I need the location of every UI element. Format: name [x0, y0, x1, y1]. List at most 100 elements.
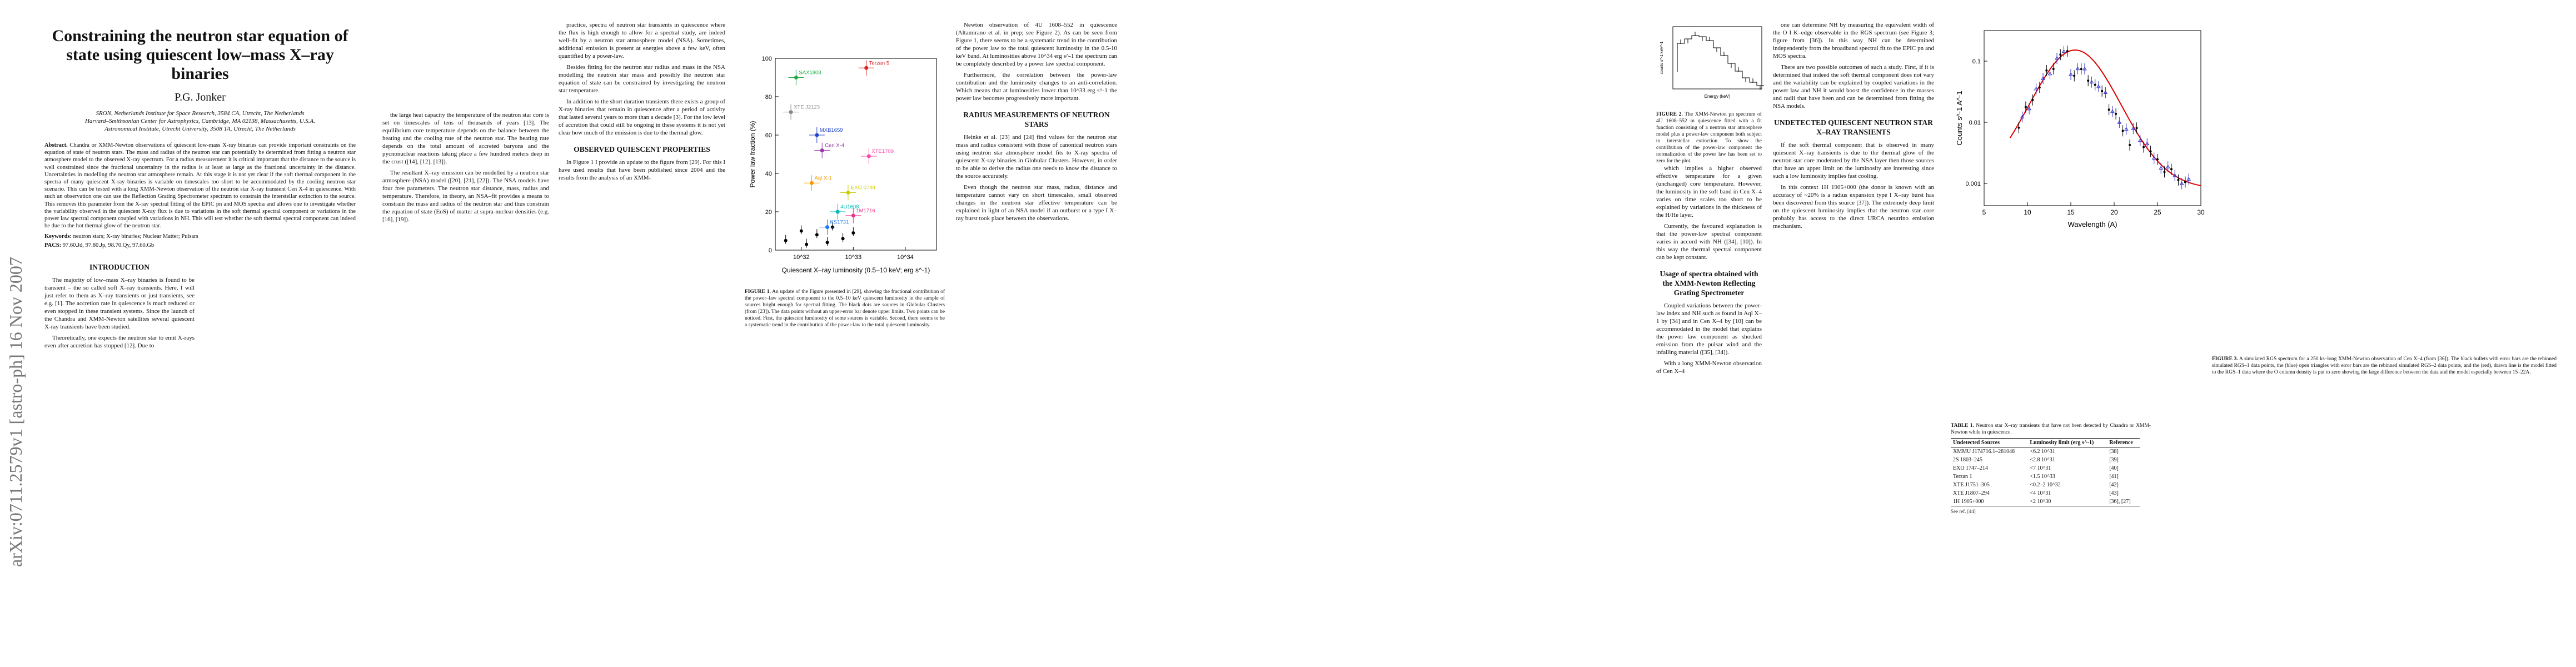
paragraph: Heinke et al. [23] and [24] find values … — [956, 134, 1117, 180]
rgs1-point — [2149, 150, 2152, 153]
table-cell: [39] — [2109, 457, 2119, 463]
rgs1-point — [2163, 171, 2166, 173]
table-1-caption: TABLE 1. Neutron star X–ray transients t… — [1951, 422, 2151, 436]
paragraph: The resultant X–ray emission can be mode… — [382, 170, 549, 223]
rgs2-point — [2179, 181, 2184, 185]
rgs1-point — [2184, 181, 2186, 183]
source-point — [809, 181, 814, 185]
rgs1-point — [2024, 106, 2027, 108]
source-label: Terzan 5 — [869, 60, 889, 66]
rgs2-point — [2186, 177, 2191, 181]
table-cell: 1H 1905+000 — [1953, 499, 1984, 505]
paper-page-5: 5 10 15 20 25 30 0.001 0.01 0.1 Wavelength (A) Cou… — [1945, 0, 2576, 667]
figure-1-caption-text: An update of the Figure presented in [29… — [745, 289, 945, 328]
author: P.G. Jonker — [175, 91, 226, 103]
gc-point — [784, 238, 788, 242]
rgs1-point — [2080, 68, 2082, 71]
arxiv-identifier: arXiv:0711.2579v1 [astro-ph] 16 Nov 2007 — [6, 257, 26, 567]
paragraph: In Figure 1 I provide an update to the f… — [559, 159, 725, 181]
table-header-cell: Reference — [2109, 440, 2133, 446]
column-right: Newton observation of 4U 1608–552 in qui… — [956, 21, 1117, 226]
x-axis-label: Energy (keV) — [1705, 94, 1731, 99]
section-heading-radius: RADIUS MEASUREMENTS OF NEUTRON STARS — [963, 111, 1110, 128]
rgs2-point — [2075, 66, 2080, 71]
table-cell: [42] — [2109, 482, 2119, 488]
source-point — [820, 148, 824, 153]
figure-1: 0 20 40 60 80 100 10^32 10^33 10^34 Quiescent X–r… — [745, 50, 945, 328]
affiliation-1: SRON, Netherlands Institute for Space Re… — [96, 110, 305, 117]
table-row: XMMU J174716.1–281048 <6.2 10^31 [38] — [1951, 447, 2140, 456]
rgs1-point — [2031, 98, 2034, 101]
source-label: SAX1808 — [799, 70, 821, 76]
y-axis-label: counts s^-1 keV^-1 — [1660, 41, 1664, 74]
keywords-text: neutron stars; X-ray binaries; Nuclear M… — [73, 233, 198, 240]
source-label: XTE J2123 — [794, 104, 820, 111]
table-cell: <7 10^31 — [2030, 465, 2051, 471]
column-left: the large heat capacity the temperature … — [382, 111, 549, 227]
abstract: Abstract. Chandra or XMM-Newton observat… — [44, 142, 356, 230]
figure-1-label: FIGURE 1. — [745, 289, 771, 295]
column-right: practice, spectra of neutron star transi… — [559, 21, 725, 185]
gc-point — [805, 242, 809, 246]
y-tick-label: 60 — [765, 132, 772, 139]
y-tick-label: 20 — [765, 209, 772, 216]
rgs1-point — [2059, 53, 2062, 56]
abstract-text: Chandra or XMM-Newton observations of qu… — [44, 142, 356, 230]
rgs1-point — [2177, 178, 2180, 181]
table-row: Terzan 1 <1.5 10^33 [41] — [1951, 472, 2140, 481]
x-tick-label: 10^34 — [897, 254, 914, 261]
paragraph: In addition to the short duration transi… — [559, 98, 725, 136]
source-point — [846, 191, 850, 195]
rgs1-point — [2156, 158, 2159, 161]
pacs-text: 97.60.Jd, 97.80.Jp, 98.70.Qy, 97.60.Gb — [62, 242, 155, 248]
table-1: TABLE 1. Neutron star X–ray transients t… — [1951, 422, 2151, 514]
table-row: 1H 1905+000 <2 10^30 [36], [27] — [1951, 497, 2140, 506]
figure-2-chart: Energy (keV) counts s^-1 keV^-1 — [1660, 26, 1764, 99]
table-cell: [41] — [2109, 474, 2119, 480]
paragraph: Currently, the favoured explanation is t… — [1656, 223, 1762, 261]
source-point — [835, 210, 840, 214]
table-header-row: Undetected Sources Luminosity limit (erg … — [1951, 438, 2140, 447]
figure-3-chart: 5 10 15 20 25 30 0.001 0.01 0.1 Wavelength (A) Cou… — [1955, 30, 2205, 228]
table-row: 2S 1803–245 <2.8 10^31 [39] — [1951, 456, 2140, 464]
source-point — [789, 110, 793, 115]
paper-page-2: the large heat capacity the temperature … — [367, 0, 734, 667]
rgs2-point — [2117, 120, 2122, 124]
x-tick-label: 15 — [2067, 208, 2075, 216]
rgs2-point — [2027, 106, 2032, 111]
section-heading-undetected: UNDETECTED QUIESCENT NEUTRON STAR X–RAY … — [1774, 118, 1933, 136]
rgs2-point — [2034, 86, 2039, 91]
paragraph: Coupled variations between the power-law… — [1656, 302, 1762, 356]
table-row: XTE J1807–294 <4 10^31 [43] — [1951, 489, 2140, 497]
paper-page-4-right: one can determine NH by measuring the eq… — [1773, 0, 1940, 667]
source-point — [815, 133, 819, 137]
rgs1-point — [2017, 126, 2020, 129]
pacs-label: PACS: — [44, 242, 62, 248]
rgs2-point — [2096, 84, 2101, 88]
rgs2-point — [2137, 138, 2142, 142]
paragraph: Even though the neutron star mass, radiu… — [956, 184, 1117, 222]
rgs1-point — [2052, 68, 2055, 71]
table-cell: <2 10^30 — [2030, 499, 2051, 505]
rgs1-point — [2038, 86, 2041, 89]
rgs2-point — [2145, 141, 2150, 146]
figure-3-caption-text: A simulated RGS spectrum for a 250 ks–lo… — [2212, 356, 2557, 375]
source-point — [851, 213, 855, 218]
rgs1-point — [2101, 89, 2104, 92]
source-label: 1M1716 — [856, 208, 875, 214]
source-label: EXO 0748 — [851, 185, 875, 191]
source-point — [825, 225, 830, 230]
source-label: MXB1659 — [820, 127, 843, 133]
rgs1-point — [2094, 83, 2096, 86]
table-cell: <0.2–2 10^32 — [2030, 482, 2061, 488]
pacs: PACS: 97.60.Jd, 97.80.Jp, 98.70.Qy, 97.6… — [44, 242, 356, 249]
paragraph: one can determine NH by measuring the eq… — [1773, 22, 1934, 59]
rgs2-point — [2103, 90, 2108, 94]
table-note: See ref. [44] — [1951, 509, 1976, 514]
rgs2-point — [2069, 72, 2073, 76]
section-heading-observed: OBSERVED QUIESCENT PROPERTIES — [574, 145, 710, 153]
rgs2-point — [2020, 115, 2025, 118]
table-row: EXO 1747–214 <7 10^31 [40] — [1951, 464, 2140, 472]
figure-1-caption: FIGURE 1. An update of the Figure presen… — [745, 288, 945, 328]
rgs1-point — [2066, 50, 2069, 53]
